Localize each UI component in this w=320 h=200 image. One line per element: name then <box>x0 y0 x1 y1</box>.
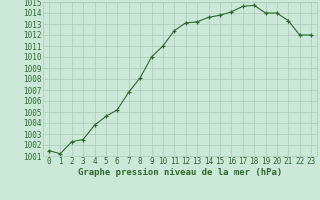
X-axis label: Graphe pression niveau de la mer (hPa): Graphe pression niveau de la mer (hPa) <box>78 168 282 177</box>
